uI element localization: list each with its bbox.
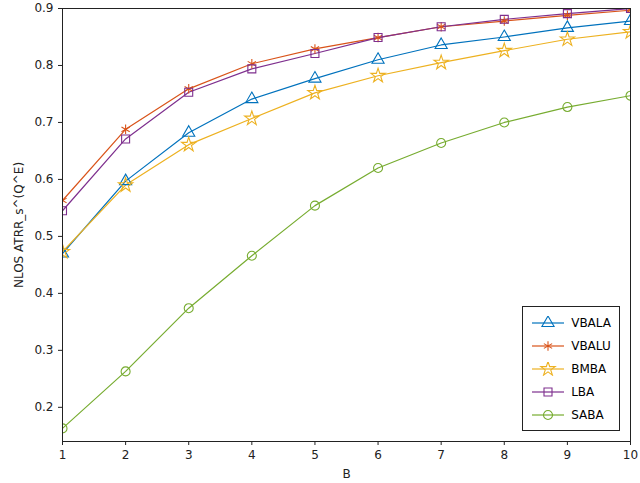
svg-text:0.4: 0.4 xyxy=(34,286,53,300)
html-text:BMBA: BMBA xyxy=(571,361,607,376)
svg-text:10: 10 xyxy=(623,448,638,462)
html-text:VBALA: VBALA xyxy=(571,315,611,330)
svg-text:8: 8 xyxy=(500,448,508,462)
svg-text:3: 3 xyxy=(185,448,193,462)
svg-text:6: 6 xyxy=(374,448,382,462)
svg-text:0.5: 0.5 xyxy=(34,229,53,243)
svg-text:4: 4 xyxy=(248,448,256,462)
svg-text:7: 7 xyxy=(437,448,445,462)
svg-text:0.8: 0.8 xyxy=(34,58,53,72)
svg-text:B: B xyxy=(342,467,350,481)
svg-text:0.7: 0.7 xyxy=(34,115,53,129)
html-text:LBA: LBA xyxy=(571,384,595,399)
svg-text:0.3: 0.3 xyxy=(34,343,53,357)
html-text:SABA: SABA xyxy=(571,407,604,422)
svg-text:NLOS ATRR_s^(Q^E): NLOS ATRR_s^(Q^E) xyxy=(12,162,26,288)
svg-text:5: 5 xyxy=(311,448,319,462)
html-text:VBALU: VBALU xyxy=(571,338,611,353)
svg-text:0.6: 0.6 xyxy=(34,172,53,186)
svg-text:1: 1 xyxy=(59,448,67,462)
svg-text:0.2: 0.2 xyxy=(34,400,53,414)
svg-text:9: 9 xyxy=(564,448,572,462)
svg-text:0.9: 0.9 xyxy=(34,1,53,15)
svg-text:2: 2 xyxy=(122,448,130,462)
